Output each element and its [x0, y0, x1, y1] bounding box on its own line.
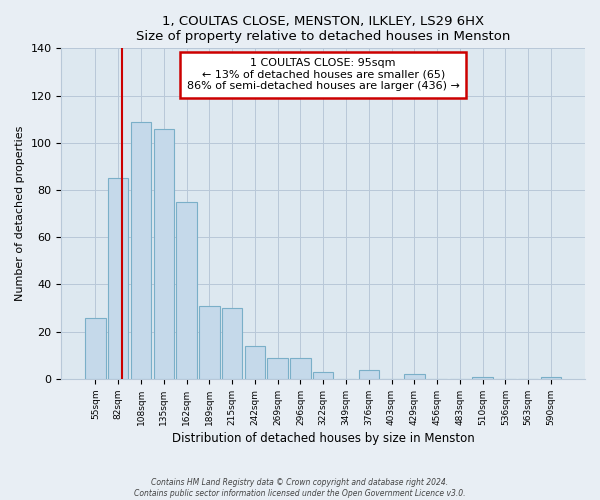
Bar: [85, 318, 106, 379]
Bar: [290, 358, 311, 379]
Bar: [245, 346, 265, 379]
X-axis label: Distribution of detached houses by size in Menston: Distribution of detached houses by size …: [172, 432, 475, 445]
Bar: [154, 128, 174, 379]
Bar: [108, 178, 128, 379]
Bar: [359, 370, 379, 379]
Bar: [472, 376, 493, 379]
Text: 1 COULTAS CLOSE: 95sqm
← 13% of detached houses are smaller (65)
86% of semi-det: 1 COULTAS CLOSE: 95sqm ← 13% of detached…: [187, 58, 460, 92]
Y-axis label: Number of detached properties: Number of detached properties: [15, 126, 25, 302]
Bar: [313, 372, 334, 379]
Bar: [199, 306, 220, 379]
Bar: [404, 374, 425, 379]
Title: 1, COULTAS CLOSE, MENSTON, ILKLEY, LS29 6HX
Size of property relative to detache: 1, COULTAS CLOSE, MENSTON, ILKLEY, LS29 …: [136, 15, 511, 43]
Text: Contains HM Land Registry data © Crown copyright and database right 2024.
Contai: Contains HM Land Registry data © Crown c…: [134, 478, 466, 498]
Bar: [268, 358, 288, 379]
Bar: [131, 122, 151, 379]
Bar: [541, 376, 561, 379]
Bar: [222, 308, 242, 379]
Bar: [176, 202, 197, 379]
